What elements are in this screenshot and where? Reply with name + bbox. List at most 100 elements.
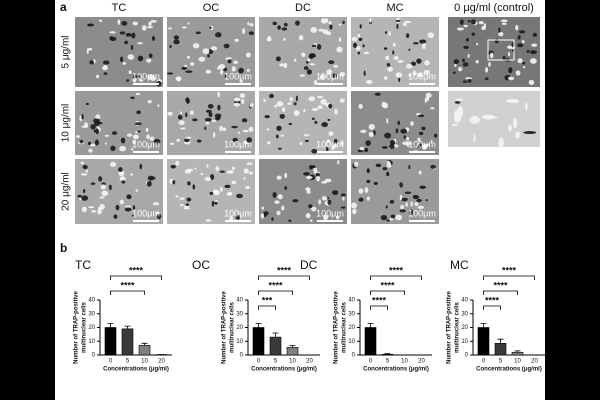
scale-bar bbox=[225, 83, 251, 85]
column-header: TC bbox=[112, 2, 127, 14]
cell bbox=[303, 134, 310, 137]
cell bbox=[532, 32, 538, 37]
cell bbox=[390, 139, 396, 146]
y-tick-label: 20 bbox=[88, 325, 95, 331]
scale-bar-label: 100μm bbox=[408, 208, 436, 218]
cell bbox=[178, 120, 185, 126]
cell bbox=[311, 117, 315, 121]
cell bbox=[157, 104, 160, 108]
y-tick-label: 30 bbox=[236, 311, 243, 317]
cell bbox=[287, 102, 292, 105]
cell bbox=[77, 194, 82, 198]
bar bbox=[121, 328, 134, 356]
cell bbox=[355, 46, 361, 51]
cell bbox=[462, 80, 468, 83]
cell bbox=[224, 74, 228, 78]
cell bbox=[368, 123, 375, 130]
cell bbox=[275, 134, 279, 139]
cell bbox=[310, 27, 318, 34]
cell bbox=[409, 142, 413, 145]
cell bbox=[515, 70, 521, 76]
cell bbox=[386, 219, 390, 222]
x-axis-label: Concentrations (μg/ml) bbox=[476, 367, 542, 373]
scale-bar-label: 100μm bbox=[132, 139, 160, 149]
cell bbox=[139, 163, 143, 170]
cell bbox=[183, 138, 190, 143]
cell bbox=[168, 27, 173, 30]
cell bbox=[309, 165, 313, 170]
cell bbox=[223, 67, 228, 72]
cell bbox=[288, 122, 292, 126]
cell bbox=[316, 43, 322, 50]
cell bbox=[118, 170, 125, 177]
micrograph bbox=[448, 91, 540, 147]
cell bbox=[311, 206, 317, 212]
cell bbox=[269, 93, 274, 99]
cell bbox=[194, 167, 197, 170]
cell bbox=[219, 125, 223, 132]
cell bbox=[137, 130, 141, 133]
cell bbox=[210, 46, 218, 51]
scale-bar-label: 100μm bbox=[316, 139, 344, 149]
error-bar bbox=[480, 322, 487, 328]
cell bbox=[277, 25, 281, 30]
cell bbox=[425, 96, 430, 102]
cell bbox=[130, 96, 135, 100]
cell bbox=[417, 72, 423, 78]
cell bbox=[211, 119, 217, 122]
error-bar bbox=[367, 322, 374, 328]
cell bbox=[462, 58, 465, 63]
cell bbox=[410, 201, 413, 207]
cell bbox=[260, 213, 265, 219]
significance-label: **** bbox=[389, 265, 404, 275]
cell bbox=[118, 167, 123, 172]
cell bbox=[242, 177, 247, 180]
cell bbox=[471, 32, 476, 36]
x-tick-label: 0 bbox=[109, 359, 113, 365]
cell bbox=[276, 175, 282, 180]
cell bbox=[180, 127, 186, 130]
cell bbox=[215, 32, 222, 38]
cell bbox=[276, 125, 282, 131]
cell bbox=[390, 214, 396, 219]
cell bbox=[261, 206, 264, 210]
cell bbox=[79, 139, 84, 144]
cell bbox=[121, 20, 128, 26]
cell bbox=[241, 118, 248, 123]
cell bbox=[179, 204, 184, 207]
cell bbox=[81, 113, 84, 120]
cell bbox=[184, 169, 192, 174]
cell bbox=[146, 25, 154, 29]
cell bbox=[517, 58, 523, 64]
panel-label: b bbox=[60, 241, 67, 255]
cell bbox=[387, 66, 394, 72]
cell bbox=[307, 58, 311, 62]
cell bbox=[393, 144, 399, 148]
cell bbox=[508, 52, 511, 57]
cell bbox=[122, 62, 127, 65]
micrograph bbox=[259, 91, 347, 155]
cell bbox=[369, 18, 372, 23]
cell bbox=[246, 68, 250, 72]
cell bbox=[298, 35, 304, 41]
cell bbox=[323, 214, 329, 221]
cell bbox=[245, 185, 251, 189]
cell bbox=[400, 128, 408, 134]
cell bbox=[357, 33, 361, 38]
cell bbox=[417, 137, 421, 142]
cell bbox=[204, 126, 207, 131]
cell bbox=[249, 102, 254, 108]
cell bbox=[422, 43, 426, 50]
cell bbox=[381, 146, 388, 149]
cell bbox=[462, 62, 469, 67]
cell bbox=[95, 128, 99, 135]
cell bbox=[501, 22, 507, 25]
cell bbox=[128, 70, 132, 75]
cell bbox=[208, 111, 213, 118]
cell bbox=[455, 98, 464, 102]
significance-label: **** bbox=[380, 280, 395, 290]
cell bbox=[206, 164, 209, 168]
scale-bar-label: 100μm bbox=[224, 139, 252, 149]
cell bbox=[515, 24, 519, 31]
